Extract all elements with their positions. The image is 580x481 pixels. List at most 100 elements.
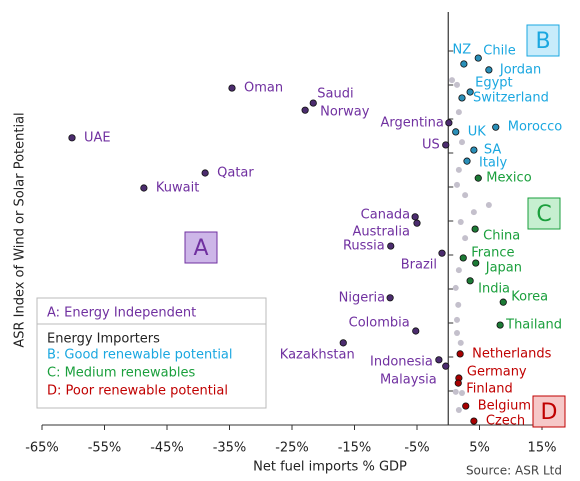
point-label: Nigeria [339,290,386,305]
tag-box [526,24,560,57]
tag-letter: B [535,29,550,54]
tag-letter: C [536,202,551,227]
data-point [438,249,446,257]
tag-box [184,231,218,264]
legend-entry: B: Good renewable potential [47,348,233,363]
x-tick-label: 15% [528,441,557,456]
data-point [386,294,394,302]
data-point [452,128,460,136]
point-label: Brazil [401,258,437,273]
legend-entry: D: Poor renewable potential [47,384,228,399]
data-point [474,174,482,182]
data-point [68,134,76,142]
data-point [339,339,347,347]
point-label: Netherlands [472,346,551,361]
other-point [452,284,459,291]
other-point [449,77,455,84]
data-point [499,298,507,306]
tag-letter: A [193,236,208,261]
point-label: US [422,137,440,152]
other-point [457,218,464,225]
point-label: Australia [352,225,410,240]
point-label: Russia [343,239,385,254]
other-point [470,209,477,216]
point-label: NZ [453,42,472,57]
point-label: Switzerland [473,90,549,105]
other-point [485,201,492,208]
other-point [455,109,462,116]
data-point [474,54,482,62]
data-point [463,157,471,165]
other-point [462,192,469,199]
other-point [455,267,462,274]
other-point [457,339,464,346]
point-label: Finland [466,382,512,397]
x-tick-label: -65% [25,441,59,456]
point-label: Thailand [505,318,562,333]
point-label: Kuwait [156,181,199,196]
x-tick-label: 5% [469,441,490,456]
point-label: Morocco [508,120,562,135]
data-point [492,123,500,131]
point-label: France [471,245,514,260]
data-point [387,242,395,250]
point-label: Indonesia [370,354,433,369]
data-point [471,225,479,233]
point-label: Mexico [486,171,531,186]
point-label: UK [468,124,487,139]
data-point [470,146,478,154]
data-point [413,219,421,227]
data-point [435,356,443,364]
data-point [301,106,309,114]
other-point [462,235,469,242]
other-point [455,166,462,173]
x-tick-label: -55% [88,441,122,456]
legend-box [36,297,267,409]
x-tick-label: -5% [404,441,429,456]
other-point [459,139,465,146]
data-point [470,417,478,425]
point-label: Kazakhstan [280,347,355,362]
data-point [460,60,468,68]
data-point [485,66,493,74]
other-point [452,388,459,395]
other-point [454,181,460,188]
source: Source: ASR Ltd [466,464,562,478]
tag-box [532,395,566,428]
data-point [459,254,467,262]
point-label: UAE [84,130,111,145]
data-point [411,213,419,221]
point-label: Qatar [217,165,254,180]
data-point [472,259,480,267]
tag-letter: D [541,400,558,425]
y-axis-label: ASR Index of Wind or Solar Potential [13,112,28,347]
data-point [228,84,236,92]
point-label: Argentina [380,115,443,130]
tag-box [527,197,561,230]
point-label: Oman [244,81,283,96]
other-point [454,316,460,323]
x-tick-label: -25% [275,441,309,456]
point-label: Canada [361,207,410,222]
data-point [456,350,464,358]
x-tick-label: -15% [338,441,372,456]
data-point [412,327,420,335]
data-point [458,94,466,102]
data-point [462,402,470,410]
point-label: Germany [467,364,527,379]
point-label: Korea [511,290,548,305]
point-label: Chile [483,44,516,59]
legend-heading: Energy Importers [47,332,160,347]
point-label: China [483,229,520,244]
x-axis-label: Net fuel imports % GDP [253,460,407,475]
data-point [496,321,504,329]
legend-entry: C: Medium renewables [47,366,195,381]
point-label: Belgium [478,399,531,414]
point-label: Malaysia [380,373,437,388]
point-label: India [478,281,510,296]
data-point [140,184,148,192]
data-point [442,362,450,370]
point-label: SA [484,143,501,158]
data-point [466,88,474,96]
